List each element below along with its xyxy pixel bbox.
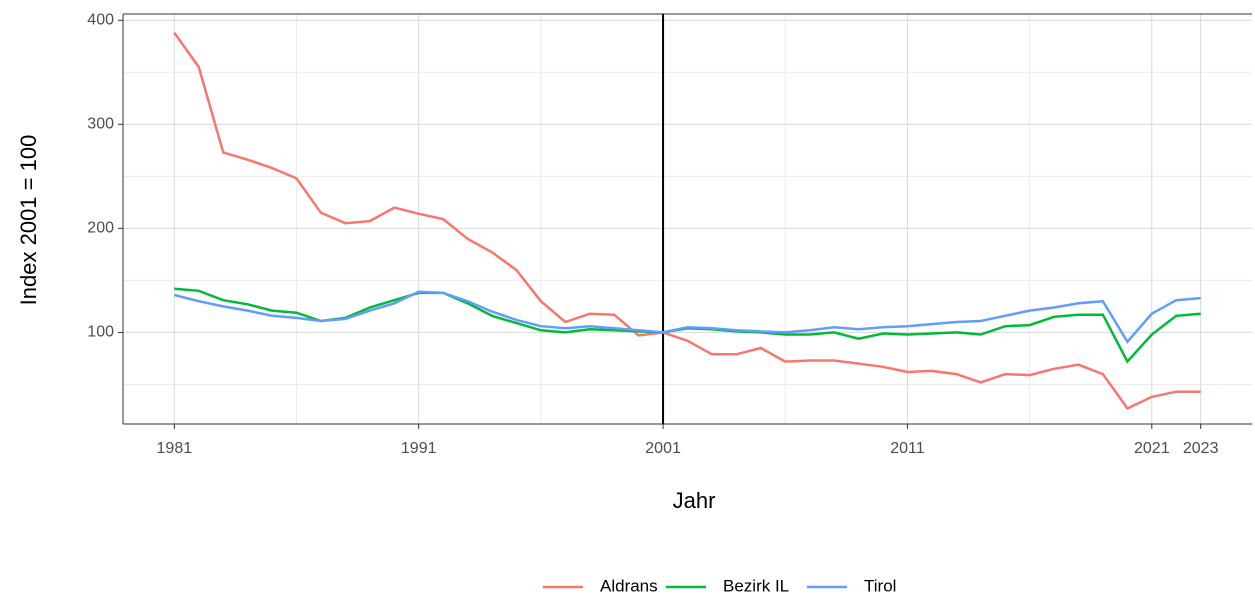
legend-label: Aldrans — [600, 576, 658, 595]
x-tick-label: 2023 — [1183, 440, 1219, 457]
y-tick-label: 200 — [87, 220, 114, 237]
x-tick-label: 2021 — [1134, 440, 1170, 457]
x-axis-label: Jahr — [673, 488, 716, 513]
y-tick-label: 300 — [87, 116, 114, 133]
series-line — [174, 287, 1201, 364]
legend-label: Tirol — [864, 576, 896, 595]
series-line — [173, 31, 1201, 410]
y-axis-label: Index 2001 = 100 — [16, 135, 41, 306]
x-tick-label: 1981 — [157, 440, 193, 457]
x-tick-label: 2011 — [890, 440, 925, 457]
x-tick-label: 2001 — [645, 440, 681, 457]
legend-label: Bezirk IL — [723, 576, 789, 595]
series-line — [173, 290, 1201, 344]
x-tick-label: 1991 — [401, 440, 437, 457]
y-tick-label: 400 — [87, 11, 114, 28]
y-tick-label: 100 — [87, 324, 114, 341]
